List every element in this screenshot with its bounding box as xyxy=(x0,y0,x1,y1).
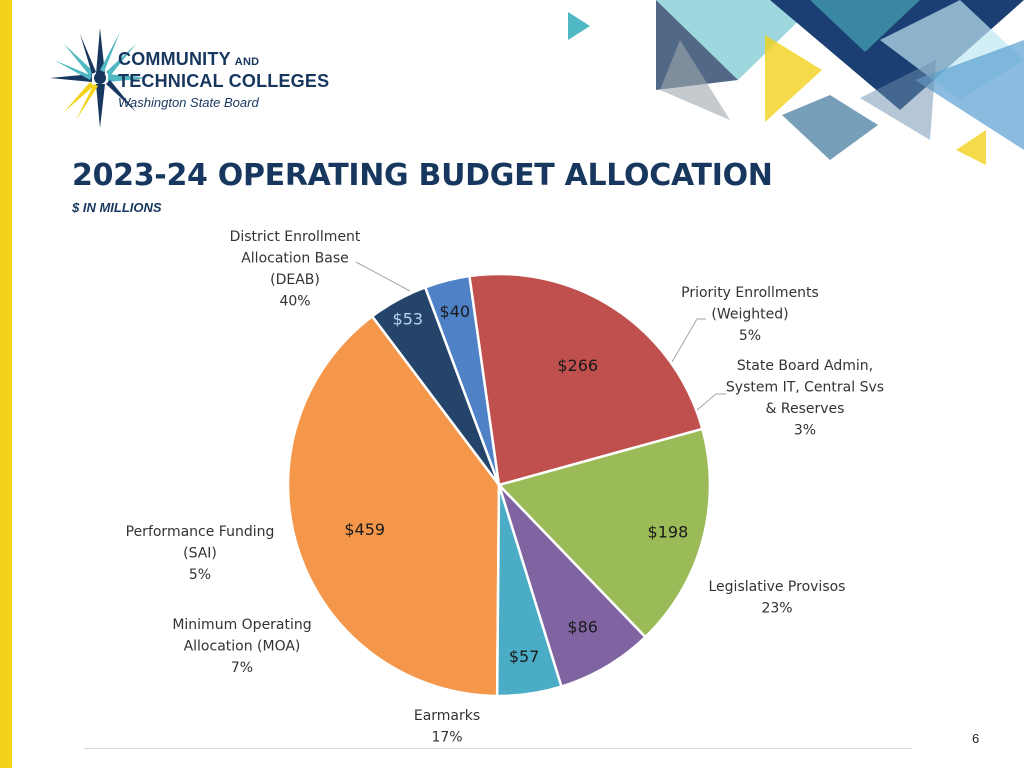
decorative-triangles xyxy=(568,0,1024,165)
pie-value-labels: $459 $53 $40 $266 $198 $86 $57 xyxy=(344,302,688,666)
pie-value-label: $198 xyxy=(648,522,689,541)
pie-category-label: Earmarks 17% xyxy=(414,708,480,746)
leader-line xyxy=(355,261,411,292)
page-title: 2023-24 OPERATING BUDGET ALLOCATION xyxy=(72,158,773,193)
pie-slice xyxy=(468,272,704,487)
pie-category-label: Priority Enrollments (Weighted) 5% xyxy=(681,285,819,344)
pie-category-label: Legislative Provisos 23% xyxy=(709,579,846,617)
pie-value-label: $53 xyxy=(393,309,424,328)
pie-category-label: Minimum Operating Allocation (MOA) 7% xyxy=(172,617,311,676)
pie-category-label: Performance Funding (SAI) 5% xyxy=(126,524,275,583)
footer-divider xyxy=(84,748,912,749)
pie-slice xyxy=(495,484,563,698)
logo-and: AND xyxy=(234,56,260,68)
page-number: 6 xyxy=(972,731,980,746)
pie-slice xyxy=(286,314,501,698)
accent-bar xyxy=(0,0,12,768)
leader-line xyxy=(671,318,706,363)
logo-star-icon xyxy=(50,28,148,128)
logo-wordmark: COMMUNITY AND TECHNICAL COLLEGES Washingt… xyxy=(118,49,330,111)
logo-line-3: Washington State Board xyxy=(118,95,259,110)
pie-value-label: $459 xyxy=(344,520,385,539)
logo-line-2: TECHNICAL COLLEGES xyxy=(118,71,330,91)
pie-slices xyxy=(286,272,712,698)
pie-value-label: $57 xyxy=(509,647,540,666)
pie-category-label: District Enrollment Allocation Base (DEAB)… xyxy=(230,229,361,310)
pie-slice xyxy=(496,427,712,639)
pie-slice xyxy=(497,484,648,689)
pie-value-label: $86 xyxy=(567,618,598,637)
pie-category-labels: District Enrollment Allocation Base (DEAB)… xyxy=(126,229,884,746)
page-subtitle: $ IN MILLIONS xyxy=(72,200,162,215)
pie-value-label: $266 xyxy=(557,356,598,375)
logo-line-1: COMMUNITY AND xyxy=(118,49,260,69)
pie-value-label: $40 xyxy=(440,302,471,321)
pie-category-label: State Board Admin, System IT, Central Svs… xyxy=(726,358,884,439)
leader-line xyxy=(696,393,726,411)
